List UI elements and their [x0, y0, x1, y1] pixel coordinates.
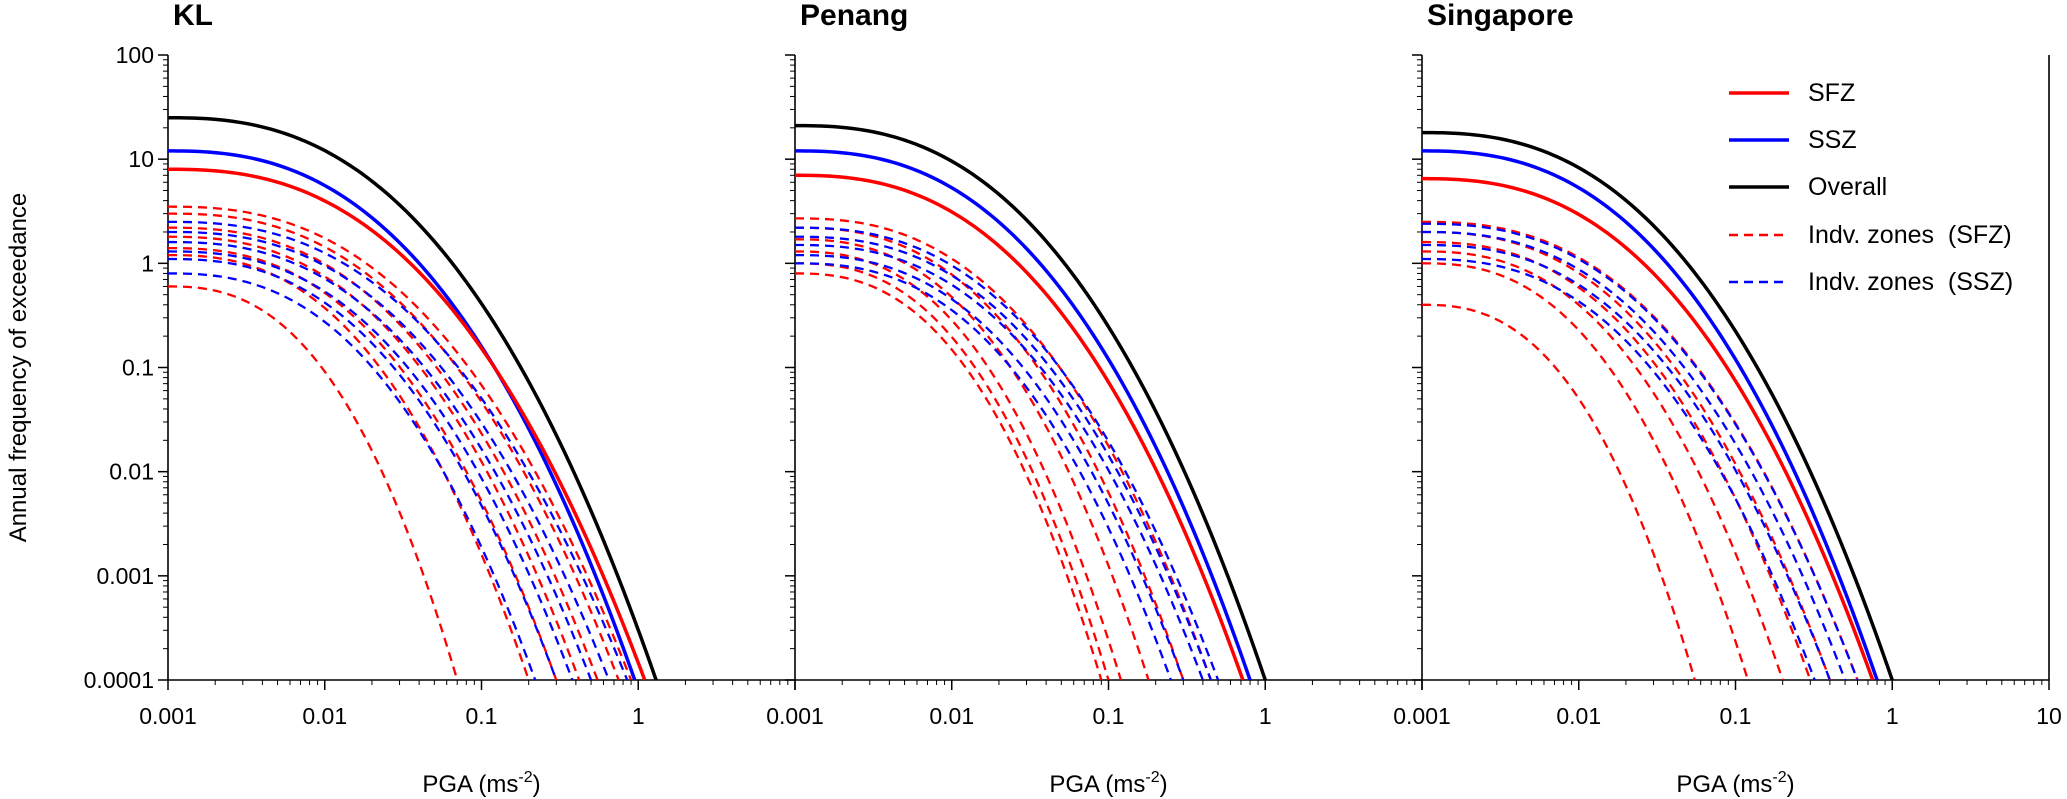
curve-ssz-zone-3: [795, 243, 1204, 680]
curve-sfz-zone-1: [168, 205, 633, 680]
curve-sfz-zone-3: [1422, 240, 1812, 680]
curve-sfz: [168, 167, 647, 680]
x-tick-label: 0.1: [1093, 703, 1125, 729]
curve-sfz-zone-3: [168, 226, 599, 680]
curve-ssz-zone-2: [1422, 230, 1847, 680]
x-tick-label: 0.01: [302, 703, 347, 729]
curve-ssz-zone-5: [795, 262, 1172, 680]
curve-sfz-zone-6: [168, 253, 530, 680]
x-tick-label: 0.1: [1720, 703, 1752, 729]
x-axis-label: PGA (ms-2): [422, 769, 540, 798]
y-tick-label: 10: [128, 146, 154, 172]
panels-group: Annual frequency of exceedance0.00010.00…: [5, 0, 2062, 798]
curve-ssz-zone-2: [168, 230, 610, 680]
x-tick-label: 0.01: [929, 703, 974, 729]
curve-sfz-zone-4: [168, 235, 581, 680]
curve-sfz-zone-7: [168, 285, 459, 680]
x-tick-label: 1: [1259, 703, 1272, 729]
legend-label-sfz: SFZ: [1808, 79, 1855, 107]
curves: [168, 115, 658, 680]
curve-ssz: [795, 149, 1252, 680]
curve-ssz-zone-4: [1422, 257, 1816, 680]
x-axis-label-end: ): [1787, 771, 1795, 798]
curve-sfz-zone-5: [168, 246, 558, 680]
curve-ssz-zone-4: [168, 250, 574, 680]
x-tick-label: 0.001: [139, 703, 197, 729]
x-tick-label: 0.1: [466, 703, 498, 729]
x-axis-label-sup: -2: [1772, 769, 1786, 786]
curve-sfz-zone-4: [1422, 250, 1784, 680]
curve-ssz-zone-3: [168, 240, 593, 680]
x-axis-label-sup: -2: [518, 769, 532, 786]
curve-sfz-zone-2: [168, 212, 620, 680]
x-axis-label-sup: -2: [1145, 769, 1159, 786]
x-axis-label: PGA (ms-2): [1049, 769, 1167, 798]
curve-ssz: [1422, 149, 1879, 680]
curve-overall: [168, 115, 658, 680]
legend-label-ssz: SSZ: [1808, 126, 1857, 154]
curve-sfz: [1422, 176, 1875, 680]
curve-sfz-zone-4: [795, 250, 1123, 680]
panel-kl: 0.0001 0.001 0.01 0.1 1 10 100 0.001 0.01 0.1 1 PGA…: [84, 0, 796, 798]
x-tick-label: 10: [2036, 703, 2062, 729]
y-axis-label: Annual frequency of exceedance: [5, 193, 32, 543]
x-tick-label: 0.01: [1556, 703, 1601, 729]
curve-overall: [1422, 130, 1894, 680]
x-axis-label-end: ): [1160, 771, 1168, 798]
curve-overall: [795, 123, 1267, 680]
x-axis-label-main: PGA (ms: [1049, 771, 1145, 798]
panel-title: Singapore: [1427, 0, 1574, 32]
curve-sfz-zone-5: [1422, 262, 1750, 680]
x-tick-label: 0.001: [1393, 703, 1451, 729]
legend-label-indv-sfz: Indv. zones (SFZ): [1808, 221, 2012, 249]
y-tick-label: 0.001: [96, 563, 154, 589]
curve-ssz-zone-1: [1422, 222, 1859, 680]
x-tick-label: 1: [1886, 703, 1899, 729]
y-tick-label: 100: [116, 42, 154, 68]
x-axis-label-main: PGA (ms: [1676, 771, 1772, 798]
x-axis-label-end: ): [533, 771, 541, 798]
curve-ssz-zone-2: [795, 235, 1212, 680]
panel-title: Penang: [800, 0, 908, 32]
legend-label-overall: Overall: [1808, 173, 1887, 201]
curve-ssz-zone-6: [168, 272, 537, 680]
curves: [1422, 130, 1894, 680]
curve-sfz-zone-1: [795, 217, 1212, 680]
curve-sfz-zone-6: [795, 272, 1103, 680]
curve-sfz: [795, 173, 1245, 680]
curve-ssz-zone-3: [1422, 243, 1831, 680]
x-tick-label: 0.001: [766, 703, 824, 729]
panel-penang: 0.001 0.01 0.1 1 PGA (ms-2) Penang: [766, 0, 1423, 798]
curve-ssz-zone-5: [168, 257, 558, 680]
curve-sfz-zone-6: [1422, 303, 1696, 680]
y-tick-label: 1: [141, 250, 154, 276]
x-axis-label: PGA (ms-2): [1676, 769, 1794, 798]
panel-singapore: 0.001 0.01 0.1 1 10 PGA (ms-2) Singapore: [1393, 0, 2062, 798]
curve-ssz-zone-1: [795, 226, 1220, 680]
legend: SFZ SSZ Overall Indv. zones (SFZ) Indv. …: [1729, 79, 2013, 296]
curve-sfz-zone-1: [1422, 220, 1859, 680]
curve-ssz: [168, 149, 637, 680]
curve-ssz-zone-1: [168, 220, 629, 680]
curve-sfz-zone-2: [795, 226, 1185, 680]
curve-sfz-zone-5: [795, 262, 1110, 680]
x-axis-label-main: PGA (ms: [422, 771, 518, 798]
legend-label-indv-ssz: Indv. zones (SSZ): [1808, 268, 2013, 296]
curve-sfz-zone-3: [795, 238, 1150, 680]
curve-sfz-zone-2: [1422, 230, 1831, 680]
y-tick-label: 0.1: [122, 355, 154, 381]
panel-title: KL: [173, 0, 213, 32]
y-tick-label: 0.0001: [84, 667, 154, 693]
curve-ssz-zone-4: [795, 253, 1185, 680]
curves: [795, 123, 1267, 680]
y-tick-label: 0.01: [109, 459, 154, 485]
x-tick-label: 1: [632, 703, 645, 729]
